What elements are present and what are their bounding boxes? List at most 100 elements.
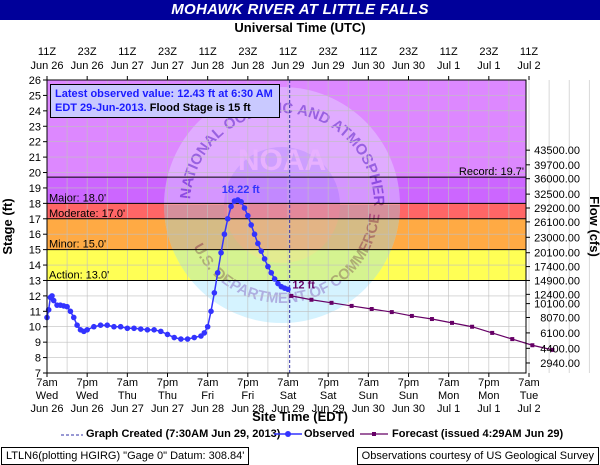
top-tick-label-date: Jul 1 [477, 60, 500, 72]
forecast-legend-swatch [360, 432, 388, 436]
flow-tick-label: 23000.00 [534, 232, 580, 244]
flow-tick-label: 6100.00 [540, 328, 580, 340]
bottom-tick-label-date: Jul 1 [437, 403, 460, 415]
y-tick-label: 19 [29, 183, 41, 195]
bottom-tick-label-day: Sun [359, 390, 379, 402]
bottom-tick-label-day: Mon [478, 390, 499, 402]
observed-point [221, 231, 228, 238]
bottom-tick-label-date: Jun 29 [271, 403, 304, 415]
forecast-point [389, 310, 394, 315]
y-tick-label: 17 [29, 214, 41, 226]
top-tick-label-time: 23Z [479, 46, 498, 58]
top-tick-label-date: Jun 29 [271, 60, 304, 72]
legend-forecast: Forecast (issued 4:29AM Jun 29) [392, 428, 564, 440]
observed-point [124, 325, 131, 332]
bottom-tick-label-date: Jun 29 [312, 403, 345, 415]
observed-point [178, 336, 184, 342]
top-tick-label-time: 23Z [78, 46, 97, 58]
observed-point [251, 231, 258, 238]
observed-point [97, 322, 104, 328]
bottom-tick-label-date: Jul 2 [517, 403, 540, 415]
bottom-tick-label-day: Thu [118, 390, 137, 402]
bottom-tick-label-time: 7pm [317, 377, 338, 389]
bottom-tick-label-time: 7am [358, 377, 379, 389]
observed-point [255, 240, 261, 247]
bottom-tick-label-date: Jun 26 [30, 403, 63, 415]
bottom-tick-label-day: Wed [36, 390, 58, 402]
top-tick-label-time: 11Z [359, 46, 377, 58]
observed-line [46, 199, 289, 340]
observed-point [208, 308, 214, 315]
flow-tick-label: 32500.00 [534, 189, 580, 201]
record-stage-label: Record: 19.7' [459, 166, 524, 178]
forecast-point [349, 303, 354, 308]
top-tick-label-time: 11Z [199, 46, 217, 58]
observed-point [74, 322, 80, 328]
info-line-2-date: EDT 29-Jun-2013. [55, 102, 147, 114]
observed-point [245, 212, 251, 219]
observed-point [50, 297, 57, 304]
y-tick-label: 21 [29, 152, 41, 164]
observed-point [117, 323, 124, 330]
observed-point [204, 323, 211, 330]
top-tick-label-time: 23Z [158, 46, 177, 58]
flow-tick-label: 8070.00 [540, 312, 580, 324]
forecast-line [291, 295, 553, 351]
observed-point [184, 336, 191, 342]
action-stage-label: Action: 13.0' [49, 269, 109, 281]
y-tick-label: 15 [29, 245, 41, 257]
forecast-point [329, 300, 334, 305]
observed-point [268, 269, 275, 276]
bottom-tick-label-time: 7am [117, 377, 138, 389]
moderate-flood-band [47, 203, 526, 219]
flow-tick-label: 4400.00 [540, 343, 580, 355]
bottom-tick-label-date: Jun 26 [71, 403, 104, 415]
bottom-tick-label-time: 7am [518, 377, 539, 389]
bottom-tick-label-time: 7am [277, 377, 298, 389]
observed-point [91, 323, 97, 330]
top-tick-label-date: Jun 29 [312, 60, 345, 72]
latest-stage-label: 12 ft [292, 279, 315, 291]
top-tick-label-date: Jun 28 [191, 60, 224, 72]
major-flood-band [47, 177, 526, 204]
bottom-tick-label-time: 7am [197, 377, 218, 389]
bottom-tick-label-date: Jun 30 [392, 403, 425, 415]
bottom-tick-label-time: 7pm [398, 377, 419, 389]
y-tick-label: 7 [35, 368, 41, 380]
y-axis-label: Stage (ft) [0, 198, 15, 254]
observed-point [265, 263, 271, 270]
major-stage-label: Major: 18.0' [49, 192, 106, 204]
flow-tick-label: 2940.00 [540, 358, 580, 370]
flow-tick-label: 14900.00 [534, 275, 580, 287]
latest-observation-box: Latest observed value: 12.43 ft at 6:30 … [50, 84, 280, 118]
observed-point [238, 199, 244, 205]
observed-point [201, 330, 208, 336]
legend-observed: Observed [304, 428, 355, 440]
observed-point [151, 327, 157, 333]
y-tick-label: 12 [29, 291, 41, 303]
flow-tick-label: 17400.00 [534, 262, 580, 274]
bottom-tick-label-day: Fri [241, 390, 254, 402]
bottom-tick-label-time: 7pm [478, 377, 499, 389]
observed-point [261, 256, 268, 262]
bottom-tick-label-time: 7am [36, 377, 57, 389]
top-tick-label-time: 11Z [440, 46, 458, 58]
noaa-seal-outer [164, 87, 400, 323]
observed-point [70, 314, 77, 321]
bottom-tick-label-date: Jun 28 [231, 403, 264, 415]
top-tick-label-date: Jun 30 [392, 60, 425, 72]
top-tick-label-date: Jun 27 [111, 60, 144, 72]
top-tick-label-date: Jun 28 [231, 60, 264, 72]
top-tick-label-date: Jun 27 [151, 60, 184, 72]
plot-frame [46, 79, 527, 374]
y-tick-label: 9 [35, 337, 41, 349]
flow-tick-label: 29200.00 [534, 203, 580, 215]
top-tick-label-time: 11Z [118, 46, 136, 58]
bottom-tick-label-day: Sat [280, 390, 297, 402]
observed-point [241, 205, 248, 211]
y-tick-label: 26 [29, 75, 41, 87]
bottom-tick-label-time: 7pm [76, 377, 97, 389]
forecast-point [309, 297, 314, 302]
bottom-tick-label-day: Mon [438, 390, 459, 402]
top-tick-label-time: 23Z [399, 46, 418, 58]
